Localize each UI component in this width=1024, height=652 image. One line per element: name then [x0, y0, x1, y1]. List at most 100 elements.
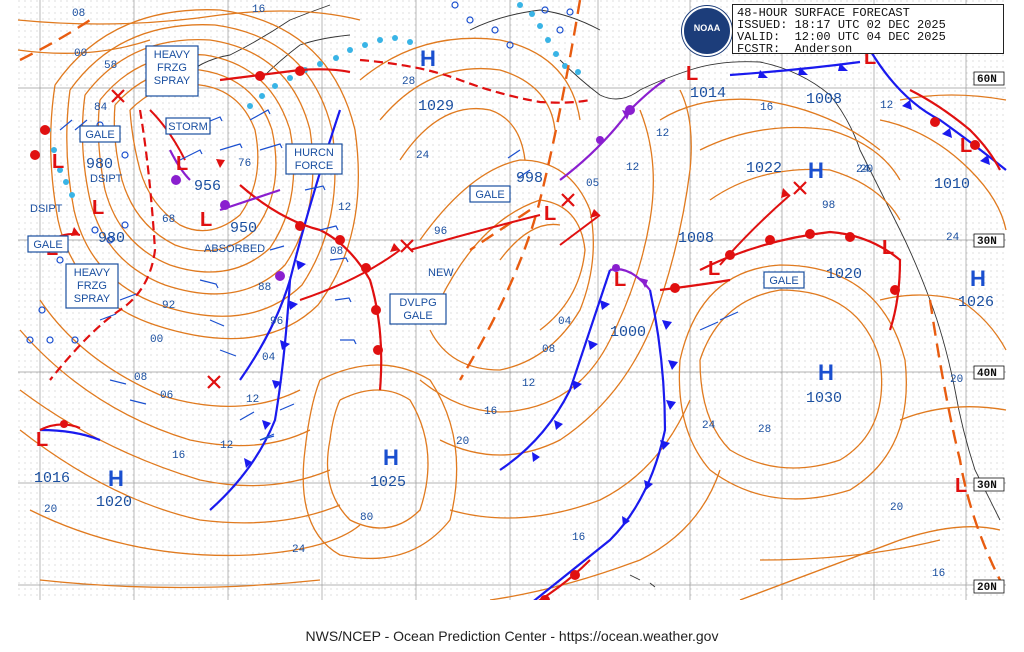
- isobar-label: 20: [456, 436, 469, 448]
- low-symbols: LLL LLL LLL LLL LL: [36, 47, 972, 497]
- freezing-spray-line: [49, 58, 591, 381]
- warning-box: STORM: [165, 117, 211, 135]
- isobar-label: 20: [890, 502, 903, 514]
- isobar-label: 16: [252, 4, 265, 16]
- isobar-label: 96: [434, 226, 447, 238]
- low-pressure-value: 980: [86, 156, 113, 173]
- track-arrowheads: [71, 159, 790, 252]
- map-annotation: DSIPT: [30, 203, 63, 215]
- isobar-label: 80: [360, 512, 373, 524]
- warning-box-text: FRZG: [77, 280, 107, 292]
- isobar-label: 24: [702, 420, 716, 432]
- latitude-label-box: [973, 579, 1005, 594]
- isobar-label: 06: [160, 390, 173, 402]
- warning-box-text: SPRAY: [74, 293, 111, 305]
- header-valid: VALID: 12:00 UTC 04 DEC 2025: [737, 30, 946, 44]
- isobar-label: 84: [94, 102, 108, 114]
- svg-text:L: L: [200, 209, 212, 231]
- cold-front-triangles: [244, 63, 990, 526]
- high-centers: H H H H H H: [108, 46, 986, 491]
- latitude-label: 40N: [977, 368, 997, 380]
- isobar-label: 05: [586, 178, 599, 190]
- high-pressure-value: 1030: [806, 390, 842, 407]
- wind-barbs: [59, 109, 739, 441]
- svg-text:L: L: [960, 135, 972, 157]
- map-annotations: DSIPT DSIPT ABSORBED NEW: [30, 173, 454, 279]
- svg-text:L: L: [955, 475, 967, 497]
- isobar-label: 58: [104, 60, 117, 72]
- svg-text:L: L: [176, 153, 188, 175]
- high-pressure-value: 1025: [370, 474, 406, 491]
- isobar-label: 16: [572, 532, 585, 544]
- svg-text:L: L: [614, 269, 626, 291]
- low-pressure-value: 1000: [610, 324, 646, 341]
- high-letter: H: [970, 266, 986, 291]
- warning-box-text: HEAVY: [154, 49, 191, 61]
- warning-box-text: GALE: [403, 310, 432, 322]
- warning-box: GALE: [27, 235, 69, 253]
- header-issued: ISSUED: 18:17 UTC 02 DEC 2025: [737, 18, 946, 32]
- low-x-markers: [111, 89, 807, 389]
- isobar-label: 04: [558, 316, 572, 328]
- low-pressure-value: 1020: [826, 266, 862, 283]
- latitude-label-box: [973, 477, 1005, 492]
- svg-text:L: L: [686, 63, 698, 85]
- dot-grid: [18, 0, 1006, 600]
- isobar-label: 96: [270, 316, 283, 328]
- isobar-label: 24: [856, 164, 870, 176]
- latitude-label: 60N: [977, 74, 997, 86]
- high-letter: H: [420, 46, 436, 71]
- low-pressure-value: 956: [194, 178, 221, 195]
- noaa-logo-text: NOAA: [693, 23, 721, 33]
- map-annotation: NEW: [428, 267, 454, 279]
- high-letter: H: [108, 466, 124, 491]
- warning-box-text: FRZG: [157, 62, 187, 74]
- footer-credit: NWS/NCEP - Ocean Prediction Center - htt…: [305, 628, 719, 644]
- warning-box-text: DVLPG: [399, 297, 436, 309]
- warning-boxes: HEAVYFRZGSPRAYGALESTORMHURCNFORCEGALEHEA…: [27, 45, 805, 325]
- bottom-axis-strip: [18, 600, 1006, 618]
- low-pressure-value: 1008: [678, 230, 714, 247]
- trough-lines: [19, 0, 1002, 581]
- warning-box: GALE: [469, 185, 511, 203]
- svg-text:L: L: [708, 258, 720, 280]
- high-pressure-value: 1020: [96, 494, 132, 511]
- noaa-logo: NOAA: [682, 6, 732, 56]
- high-pressure-value: 1029: [418, 98, 454, 115]
- graticule: [18, 0, 1006, 600]
- warning-box: GALE: [763, 271, 805, 289]
- high-letter: H: [818, 360, 834, 385]
- latitude-label: 30N: [977, 236, 997, 248]
- svg-text:L: L: [544, 203, 556, 225]
- warning-box-text: HEAVY: [74, 267, 111, 279]
- isobar-label: 12: [338, 202, 351, 214]
- isobar-label: 04: [262, 352, 276, 364]
- isobar-label: 12: [880, 100, 893, 112]
- header-forecaster: FCSTR: Anderson: [737, 42, 853, 56]
- isobar-label: 28: [758, 424, 771, 436]
- latitude-label: 30N: [977, 480, 997, 492]
- high-letter: H: [808, 158, 824, 183]
- isobar-label: 12: [220, 440, 233, 452]
- low-pressure-value: 1016: [34, 470, 70, 487]
- isobar-label: 24: [292, 544, 306, 556]
- isobar-label: 24: [946, 232, 960, 244]
- low-pressure-value: 998: [516, 170, 543, 187]
- map-annotation: ABSORBED: [204, 243, 265, 255]
- low-pressure-value: 1014: [690, 85, 726, 102]
- latitude-label: 20N: [977, 582, 997, 594]
- pressure-labels: 1029 1022 1026 1030 1025 1020 980 956 950 980 998 1…: [34, 85, 994, 511]
- isobar-label: 98: [822, 200, 835, 212]
- isobar-label: 20: [950, 374, 963, 386]
- latitude-label-box: [973, 71, 1005, 86]
- low-pressure-value: 1008: [806, 91, 842, 108]
- svg-text:L: L: [92, 197, 104, 219]
- warning-box-text: GALE: [475, 189, 504, 201]
- isobar-label: 08: [72, 8, 85, 20]
- svg-text:L: L: [882, 237, 894, 259]
- low-pressure-value: 1010: [934, 176, 970, 193]
- isobar-label: 16: [484, 406, 497, 418]
